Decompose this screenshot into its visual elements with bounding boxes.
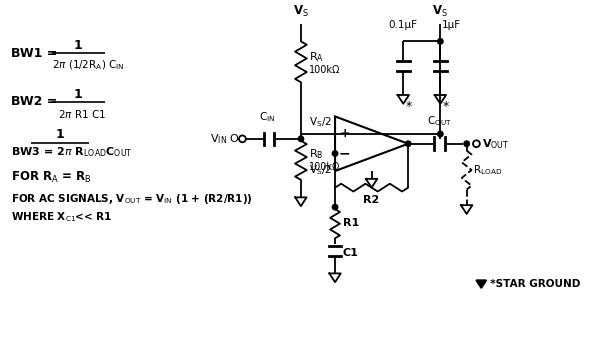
Circle shape bbox=[405, 141, 411, 147]
Text: *: * bbox=[442, 100, 448, 113]
Text: FOR R$_{\mathsf{A}}$ = R$_{\mathsf{B}}$: FOR R$_{\mathsf{A}}$ = R$_{\mathsf{B}}$ bbox=[12, 170, 92, 185]
Text: +: + bbox=[339, 128, 350, 140]
Text: −: − bbox=[339, 147, 351, 160]
Text: 2$\pi$ R1 C1: 2$\pi$ R1 C1 bbox=[58, 108, 106, 119]
Polygon shape bbox=[476, 280, 487, 288]
Text: 1μF: 1μF bbox=[442, 20, 461, 30]
Text: 0.1μF: 0.1μF bbox=[389, 20, 418, 30]
Circle shape bbox=[464, 141, 470, 147]
Text: V$_{\mathsf{S}}$/2: V$_{\mathsf{S}}$/2 bbox=[308, 115, 331, 129]
Text: *STAR GROUND: *STAR GROUND bbox=[483, 279, 581, 289]
Text: R1: R1 bbox=[343, 218, 359, 228]
Text: 1: 1 bbox=[56, 128, 64, 141]
Text: V$_{\mathsf{S}}$: V$_{\mathsf{S}}$ bbox=[293, 4, 309, 19]
Text: 100kΩ: 100kΩ bbox=[308, 65, 340, 75]
Circle shape bbox=[438, 39, 443, 44]
Text: V$_{\mathsf{S}}$: V$_{\mathsf{S}}$ bbox=[433, 4, 448, 19]
Circle shape bbox=[332, 151, 338, 156]
Circle shape bbox=[332, 204, 338, 210]
Text: R$_{\mathsf{A}}$: R$_{\mathsf{A}}$ bbox=[308, 50, 324, 64]
Circle shape bbox=[438, 131, 443, 137]
Text: 100kΩ: 100kΩ bbox=[308, 162, 340, 172]
Text: C$_{\mathsf{IN}}$: C$_{\mathsf{IN}}$ bbox=[259, 110, 275, 124]
Text: 1: 1 bbox=[73, 39, 82, 52]
Text: BW3 = 2$\pi$ R$_{\mathsf{LOAD}}$C$_{\mathsf{OUT}}$: BW3 = 2$\pi$ R$_{\mathsf{LOAD}}$C$_{\mat… bbox=[12, 146, 133, 159]
Text: C1: C1 bbox=[343, 248, 359, 258]
Text: R2: R2 bbox=[364, 195, 380, 205]
Text: BW2 =: BW2 = bbox=[12, 95, 62, 108]
Text: 1: 1 bbox=[73, 88, 82, 100]
Text: *: * bbox=[405, 100, 411, 113]
Text: FOR AC SIGNALS, V$_{\mathsf{OUT}}$ = V$_{\mathsf{IN}}$ (1 + (R2/R1)): FOR AC SIGNALS, V$_{\mathsf{OUT}}$ = V$_… bbox=[12, 192, 253, 206]
Text: BW1 =: BW1 = bbox=[12, 47, 62, 60]
Text: 2$\pi$ (1/2R$_{\mathsf{A}}$) C$_{\mathsf{IN}}$: 2$\pi$ (1/2R$_{\mathsf{A}}$) C$_{\mathsf… bbox=[52, 58, 125, 71]
Circle shape bbox=[298, 136, 304, 141]
Text: V$_{\mathsf{IN}}$ O: V$_{\mathsf{IN}}$ O bbox=[210, 132, 239, 146]
Text: WHERE X$_{\mathsf{C1}}$<< R1: WHERE X$_{\mathsf{C1}}$<< R1 bbox=[12, 210, 113, 224]
Text: V$_{\mathsf{OUT}}$: V$_{\mathsf{OUT}}$ bbox=[482, 137, 510, 151]
Text: V$_{\mathsf{S}}$/2: V$_{\mathsf{S}}$/2 bbox=[308, 163, 331, 177]
Text: R$_{\mathsf{LOAD}}$: R$_{\mathsf{LOAD}}$ bbox=[473, 163, 503, 177]
Text: R$_{\mathsf{B}}$: R$_{\mathsf{B}}$ bbox=[308, 148, 323, 161]
Text: C$_{\mathsf{OUT}}$: C$_{\mathsf{OUT}}$ bbox=[427, 114, 451, 128]
